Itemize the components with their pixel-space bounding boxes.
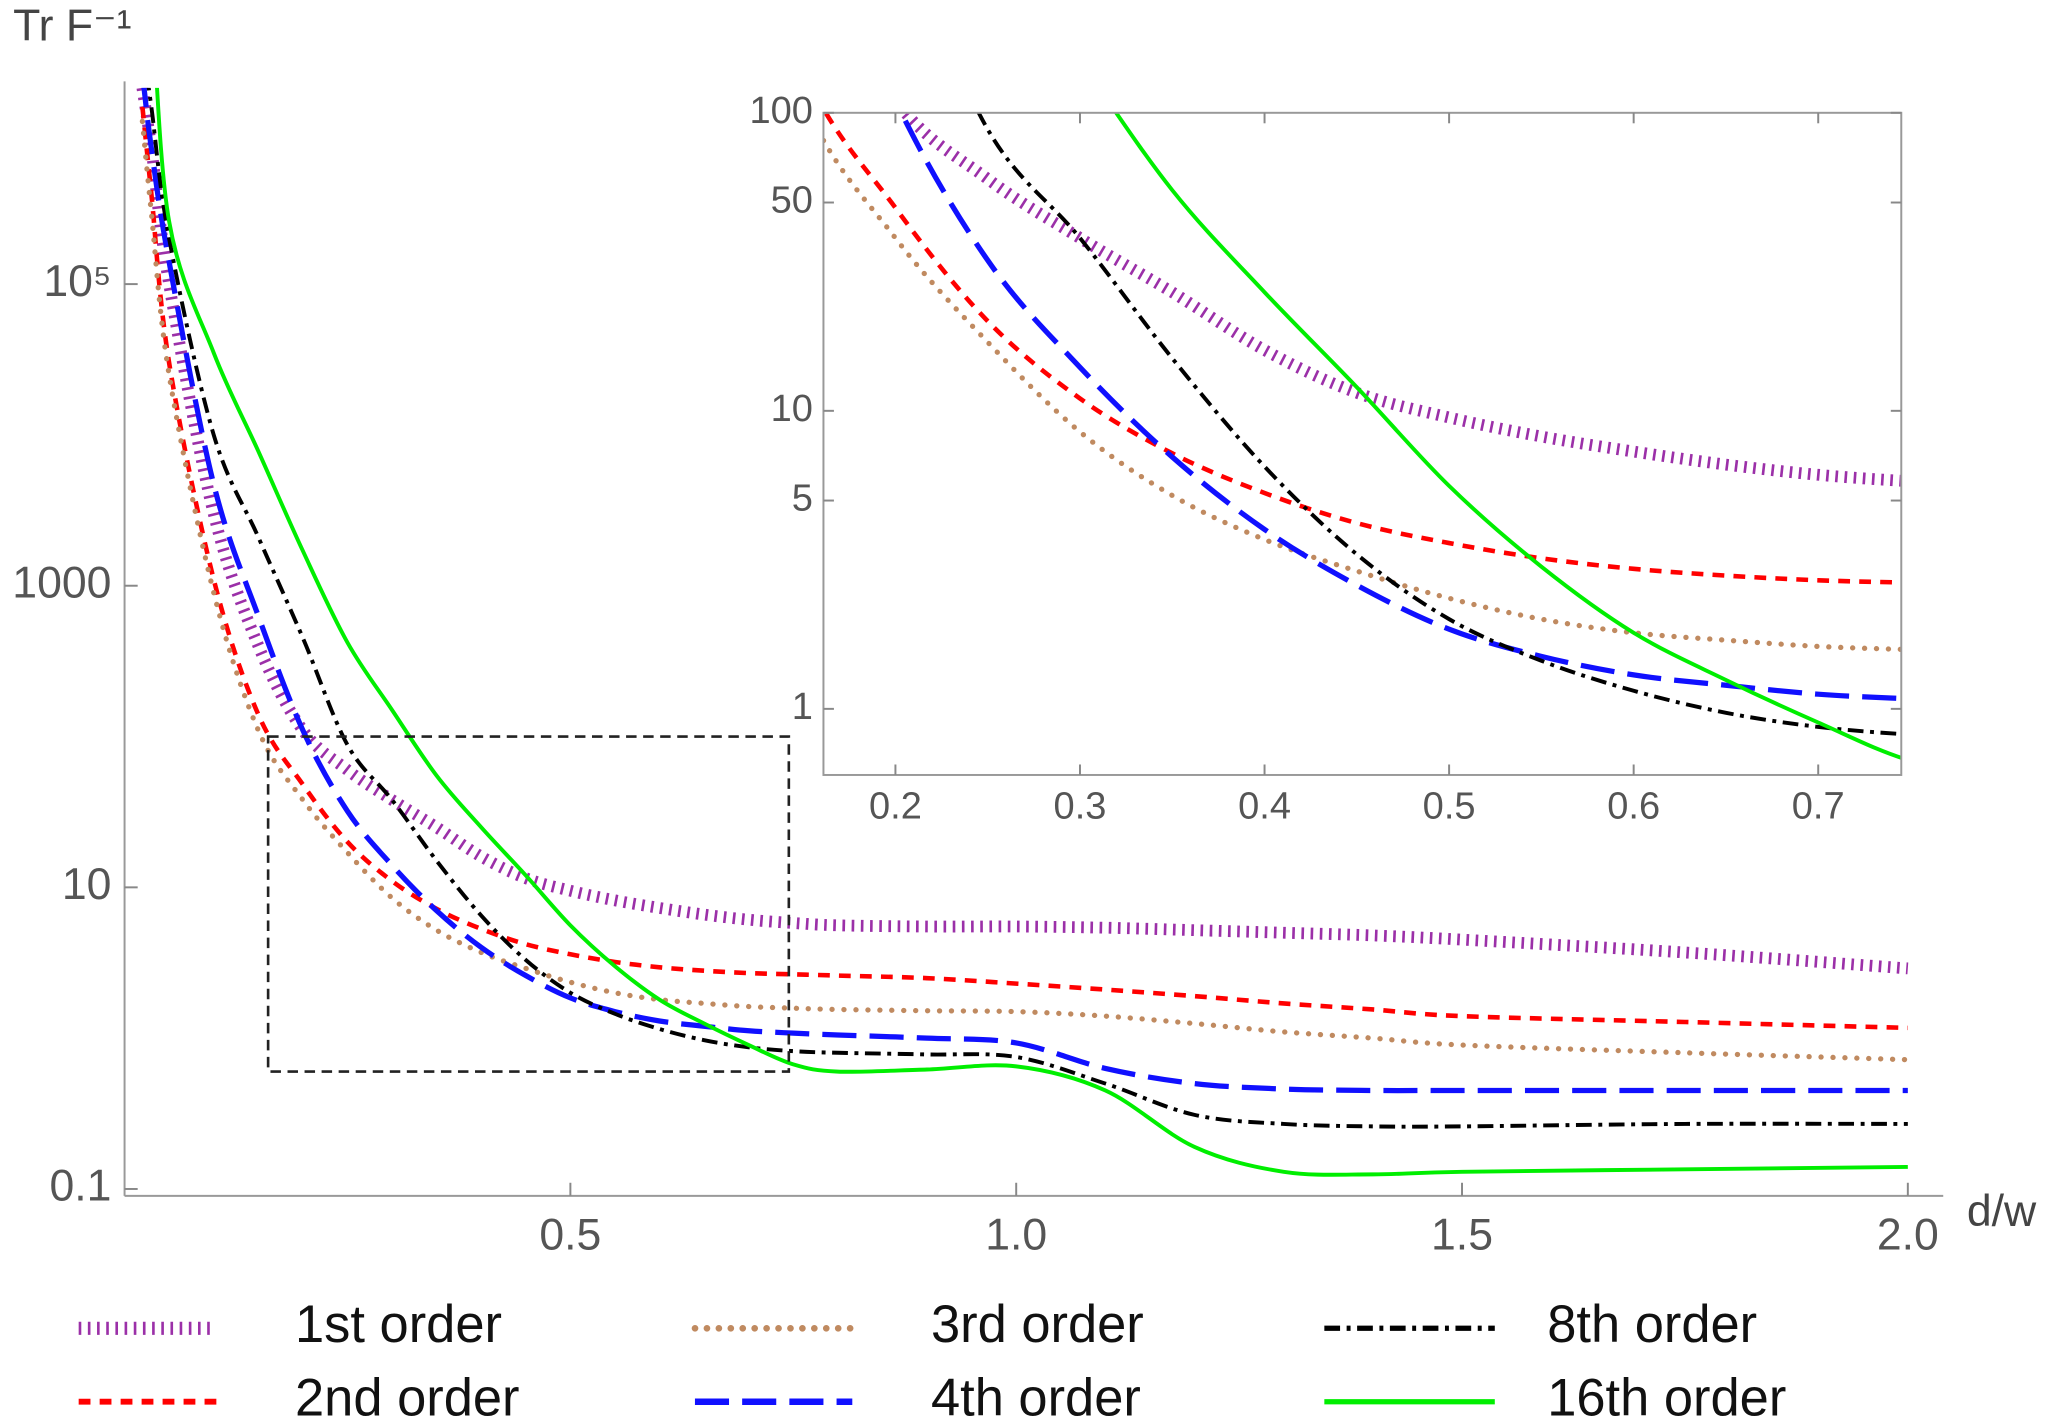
x-tick-label: 0.5 — [1423, 786, 1476, 828]
series-line — [139, 118, 1911, 1063]
series-line — [898, 112, 1902, 702]
x-tick-label: 1.5 — [1431, 1211, 1493, 1260]
series-line — [823, 112, 1902, 585]
y-tick-label: 1000 — [12, 559, 111, 608]
legend-label: 2nd order — [295, 1370, 519, 1428]
series-group — [823, 112, 1902, 760]
series-line — [141, 87, 1908, 1094]
x-tick-label: 0.6 — [1607, 786, 1660, 828]
legend-label: 3rd order — [931, 1296, 1144, 1354]
series-line — [146, 87, 1908, 1129]
x-tick-label: 2.0 — [1877, 1211, 1939, 1260]
x-tick-label: 0.5 — [539, 1211, 601, 1260]
x-tick-label: 0.7 — [1792, 786, 1845, 828]
series-line — [140, 106, 1908, 1031]
inset-frame — [822, 111, 1903, 776]
series-group — [136, 87, 1911, 1177]
y-tick-label: 10 — [62, 860, 112, 909]
x-axis-label: d/w — [1967, 1187, 2037, 1236]
y-tick-label: 0.1 — [49, 1162, 111, 1211]
x-tick-label: 0.4 — [1238, 786, 1291, 828]
series-line — [155, 87, 1908, 1177]
y-tick-label: 100 — [750, 90, 813, 132]
x-tick-label: 0.3 — [1054, 786, 1107, 828]
y-tick-label: 5 — [792, 478, 813, 520]
x-tick-label: 1.0 — [985, 1211, 1047, 1260]
legend-label: 4th order — [931, 1370, 1141, 1428]
legend: 1st order 2nd order 3rd order 4th order 8th … — [78, 1296, 1786, 1428]
y-tick-label: 10 — [771, 388, 813, 430]
main-plot: 0.1 10 1000 10⁵ 0.5 1.0 1.5 2.0 — [12, 81, 1944, 1260]
inset-plot: 1 5 10 50 100 0.2 0.3 0.4 0.5 0.6 0.7 — [750, 90, 1903, 828]
y-tick-label: 50 — [771, 180, 813, 222]
y-axis-label: Tr F⁻¹ — [13, 2, 131, 51]
inset-background — [823, 112, 1902, 775]
legend-label: 8th order — [1547, 1296, 1757, 1354]
x-tick-label: 0.2 — [869, 786, 922, 828]
zoom-box — [266, 735, 791, 1073]
series-line — [1113, 112, 1902, 760]
legend-label: 16th order — [1547, 1370, 1786, 1428]
legend-label: 1st order — [295, 1296, 502, 1354]
y-tick-label: 1 — [792, 686, 813, 728]
y-tick-label: 10⁵ — [43, 257, 111, 306]
series-line — [976, 112, 1902, 736]
